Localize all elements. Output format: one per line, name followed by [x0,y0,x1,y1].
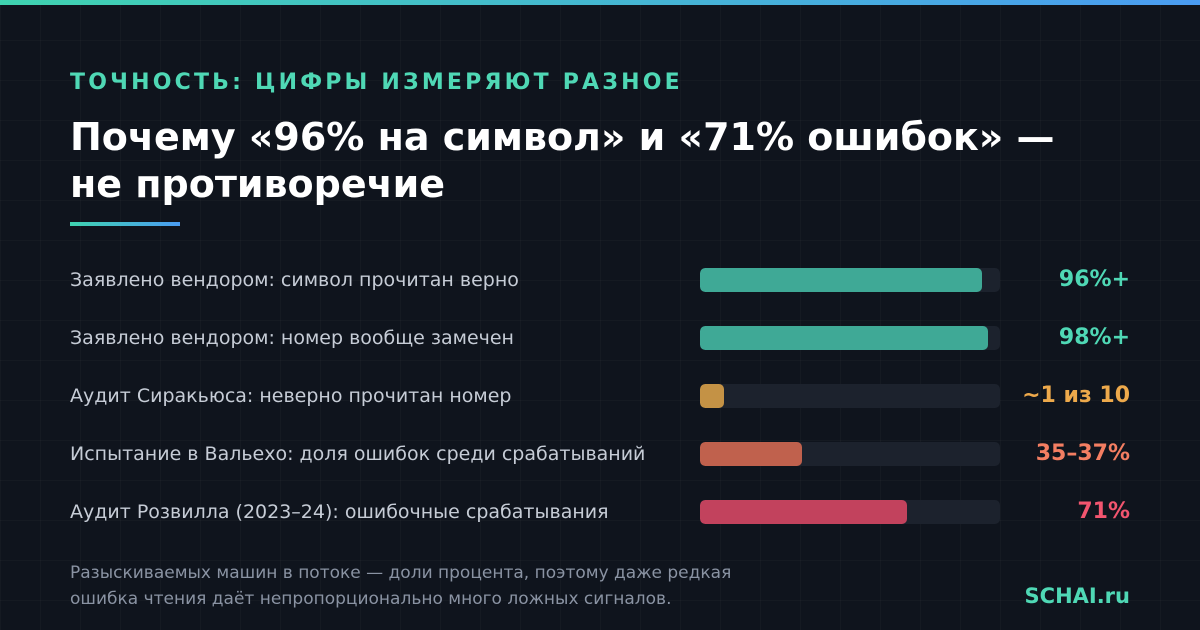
top-accent-bar [0,0,1200,5]
bar-value-label: 35–37% [1035,441,1130,466]
bar-value-label: 96%+ [1058,267,1130,292]
kicker: ТОЧНОСТЬ: ЦИФРЫ ИЗМЕРЯЮТ РАЗНОЕ [70,70,683,95]
title-underline [70,222,180,226]
bar [700,268,982,292]
bar-value-label: ~1 из 10 [1022,383,1130,408]
bar-track [700,384,1000,408]
footnote-line-1: Разыскиваемых машин в потоке — доли проц… [70,563,732,583]
bar-label: Испытание в Вальехо: доля ошибок среди с… [70,443,646,465]
bar-label: Заявлено вендором: символ прочитан верно [70,269,519,291]
bar-track [700,500,1000,524]
bar-value-label: 98%+ [1058,325,1130,350]
footnote-line-2: ошибка чтения даёт непропорционально мно… [70,589,672,609]
bar-label: Заявлено вендором: номер вообще замечен [70,327,514,349]
bar-track [700,326,1000,350]
brand-label: SCHAI.ru [1024,584,1130,608]
bar [700,442,802,466]
footnote: Разыскиваемых машин в потоке — доли проц… [70,560,830,612]
bar [700,326,988,350]
page-title: Почему «96% на символ» и «71% ошибок» — … [70,114,1150,208]
bar [700,500,907,524]
title-line-2: не противоречие [70,162,446,206]
bar-value-label: 71% [1077,499,1130,524]
title-line-1: Почему «96% на символ» и «71% ошибок» — [70,115,1055,159]
bar [700,384,724,408]
bar-track [700,442,1000,466]
bar-track [700,268,1000,292]
bar-label: Аудит Сиракьюса: неверно прочитан номер [70,385,512,407]
bar-label: Аудит Розвилла (2023–24): ошибочные сраб… [70,501,609,523]
